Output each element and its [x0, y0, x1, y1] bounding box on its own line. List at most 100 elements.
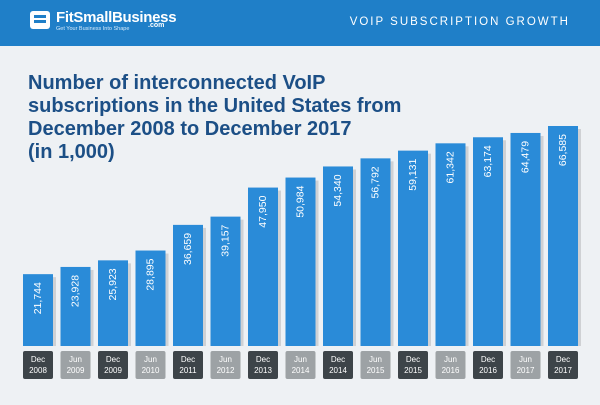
bar	[548, 126, 578, 346]
bar	[510, 132, 541, 346]
category-label-bg	[435, 351, 466, 379]
bar-value-label: 28,895	[145, 258, 157, 290]
category-label-year: 2009	[67, 366, 85, 375]
category-label-month: Dec	[406, 355, 420, 364]
category-label-bg	[473, 351, 503, 379]
category-label-month: Jun	[294, 355, 307, 364]
bar	[98, 260, 128, 346]
header-bar: FitSmallBusiness .com Get Your Business …	[0, 0, 600, 46]
bar-shadow	[203, 227, 206, 346]
category-label-bg	[98, 351, 128, 379]
bar-shadow	[353, 169, 356, 346]
category-label-month: Jun	[144, 355, 157, 364]
bar-shadow	[165, 253, 169, 346]
category-label-year: 2009	[104, 366, 122, 375]
bar-value-label: 25,923	[107, 268, 119, 300]
category-label-bg	[360, 351, 391, 379]
category-label-month: Dec	[556, 355, 570, 364]
category-label-year: 2014	[329, 366, 347, 375]
bar-shadow	[503, 140, 506, 346]
category-label-bg	[248, 351, 278, 379]
category-label-month: Dec	[31, 355, 45, 364]
category-label-bg	[210, 351, 241, 379]
bar	[323, 166, 353, 346]
chart-title-line: Number of interconnected VoIP	[28, 72, 326, 94]
chart-title-line: subscriptions in the United States from	[28, 95, 402, 117]
bar	[473, 137, 503, 346]
bar-shadow	[128, 263, 131, 346]
bar-value-label: 56,792	[370, 166, 382, 198]
bar-value-label: 36,659	[182, 233, 194, 265]
bar-value-label: 64,479	[520, 141, 532, 173]
category-label-bg	[23, 351, 53, 379]
category-label-year: 2016	[479, 366, 497, 375]
bar-value-label: 63,174	[482, 145, 494, 177]
category-label-month: Dec	[481, 355, 495, 364]
bar	[210, 216, 241, 346]
logo-icon	[30, 11, 50, 29]
bar-shadow	[390, 161, 394, 346]
bar	[360, 158, 391, 346]
category-label-month: Jun	[69, 355, 82, 364]
category-label-bg	[135, 351, 166, 379]
category-label-year: 2016	[442, 366, 460, 375]
category-label-bg	[173, 351, 203, 379]
category-label-bg	[398, 351, 428, 379]
bar-value-label: 61,342	[445, 151, 457, 183]
category-label-year: 2017	[554, 366, 572, 375]
category-label-bg	[323, 351, 353, 379]
category-label-bg	[60, 351, 91, 379]
bar-value-label: 66,585	[557, 134, 569, 166]
logo-domain: .com	[148, 22, 165, 29]
category-label-bg	[285, 351, 316, 379]
logo-name: FitSmallBusiness	[56, 9, 177, 26]
chart-title: Number of interconnected VoIP subscripti…	[28, 72, 448, 164]
category-label-year: 2014	[292, 366, 310, 375]
logo-tagline: Get Your Business Into Shape	[56, 26, 130, 32]
chart-title-line: (in 1,000)	[28, 141, 115, 163]
category-label-year: 2008	[29, 366, 47, 375]
category-label-bg	[510, 351, 541, 379]
bar	[135, 250, 166, 346]
category-label-month: Jun	[369, 355, 382, 364]
bar-shadow	[578, 129, 581, 346]
bar-value-label: 59,131	[407, 158, 419, 190]
bar-shadow	[315, 180, 319, 346]
bar-value-label: 21,744	[32, 282, 44, 314]
bar-value-label: 54,340	[332, 174, 344, 206]
chart-title-line: December 2008 to December 2017	[28, 118, 352, 140]
category-label-month: Dec	[256, 355, 270, 364]
category-label-year: 2017	[517, 366, 535, 375]
bar	[435, 143, 466, 346]
category-label-month: Dec	[106, 355, 120, 364]
category-label-year: 2012	[217, 366, 235, 375]
bar	[23, 274, 53, 346]
category-label-month: Jun	[219, 355, 232, 364]
bar-shadow	[90, 269, 94, 346]
bar	[60, 266, 91, 346]
bar-value-label: 50,984	[295, 185, 307, 217]
bar-shadow	[53, 277, 56, 346]
bar-shadow	[465, 146, 469, 346]
category-label-year: 2015	[367, 366, 385, 375]
category-label-year: 2013	[254, 366, 272, 375]
category-label-year: 2010	[142, 366, 160, 375]
bar-shadow	[278, 190, 281, 346]
bar-shadow	[240, 219, 244, 346]
category-label-year: 2011	[179, 366, 197, 375]
bar-value-label: 23,928	[70, 275, 82, 307]
category-label-year: 2015	[404, 366, 422, 375]
bar	[398, 150, 428, 346]
bar-value-label: 47,950	[257, 195, 269, 227]
bar	[285, 177, 316, 346]
bar	[173, 224, 203, 346]
bar	[248, 187, 278, 346]
category-label-bg	[548, 351, 578, 379]
category-label-month: Jun	[519, 355, 532, 364]
category-label-month: Dec	[331, 355, 345, 364]
bar-shadow	[540, 135, 544, 346]
section-title: VOIP SUBSCRIPTION GROWTH	[349, 16, 570, 28]
bar-shadow	[428, 153, 431, 346]
bar-value-label: 39,157	[220, 224, 232, 256]
